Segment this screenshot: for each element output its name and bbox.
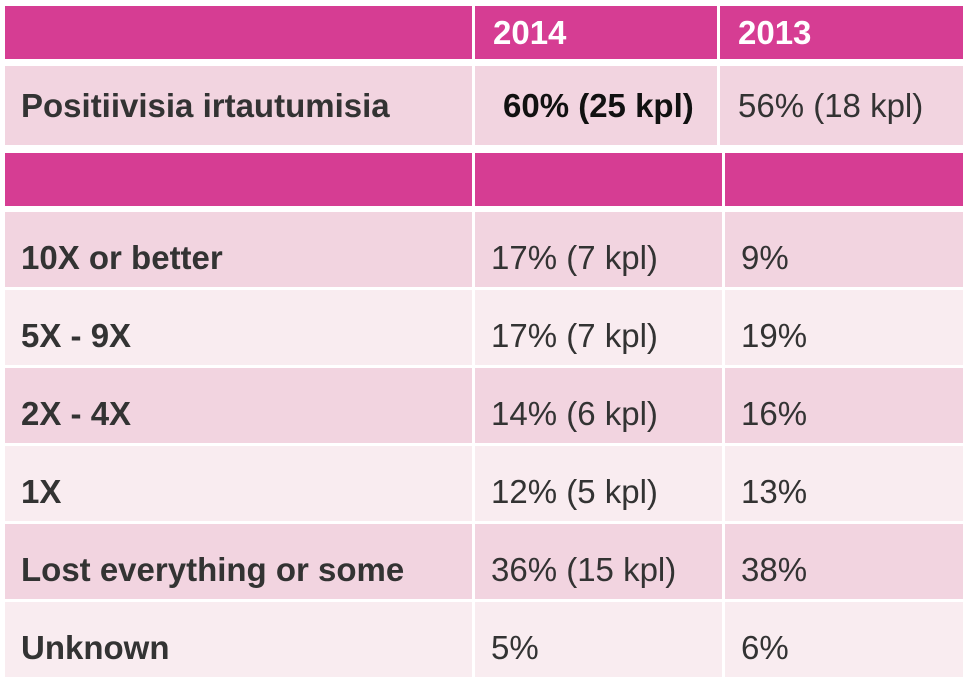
row-label: 2X - 4X xyxy=(5,368,472,443)
header-label-cell xyxy=(5,6,472,59)
table-row: 10X or better 17% (7 kpl) 9% xyxy=(0,212,966,287)
row-value-2014: 14% (6 kpl) xyxy=(475,368,722,443)
divider-cell-label xyxy=(5,153,472,206)
positive-exits-2013: 56% (18 kpl) xyxy=(720,66,963,145)
row-label: 5X - 9X xyxy=(5,290,472,365)
row-label: Unknown xyxy=(5,602,472,677)
row-label: 1X xyxy=(5,446,472,521)
row-value-2013: 16% xyxy=(725,368,963,443)
row-value-2013: 9% xyxy=(725,212,963,287)
table-row: 5X - 9X 17% (7 kpl) 19% xyxy=(0,290,966,365)
row-value-2013: 19% xyxy=(725,290,963,365)
row-label: 10X or better xyxy=(5,212,472,287)
row-value-2014: 17% (7 kpl) xyxy=(475,290,722,365)
positive-exits-row: Positiivisia irtautumisia 60% (25 kpl) 5… xyxy=(0,66,966,145)
row-value-2013: 38% xyxy=(725,524,963,599)
divider-cell-2014 xyxy=(475,153,722,206)
row-value-2014: 12% (5 kpl) xyxy=(475,446,722,521)
row-value-2014: 5% xyxy=(475,602,722,677)
divider-cell-2013 xyxy=(725,153,963,206)
table-row: Unknown 5% 6% xyxy=(0,602,966,677)
table-header-row: 2014 2013 xyxy=(0,6,966,59)
table-row: 2X - 4X 14% (6 kpl) 16% xyxy=(0,368,966,443)
row-label: Lost everything or some xyxy=(5,524,472,599)
positive-exits-2014: 60% (25 kpl) xyxy=(475,66,717,145)
row-value-2013: 6% xyxy=(725,602,963,677)
row-value-2014: 17% (7 kpl) xyxy=(475,212,722,287)
header-2013-cell: 2013 xyxy=(720,6,963,59)
row-value-2013: 13% xyxy=(725,446,963,521)
header-2014-cell: 2014 xyxy=(475,6,717,59)
positive-exits-label: Positiivisia irtautumisia xyxy=(5,66,472,145)
table-row: Lost everything or some 36% (15 kpl) 38% xyxy=(0,524,966,599)
row-value-2014: 36% (15 kpl) xyxy=(475,524,722,599)
table-row: 1X 12% (5 kpl) 13% xyxy=(0,446,966,521)
section-divider-band xyxy=(0,153,966,206)
